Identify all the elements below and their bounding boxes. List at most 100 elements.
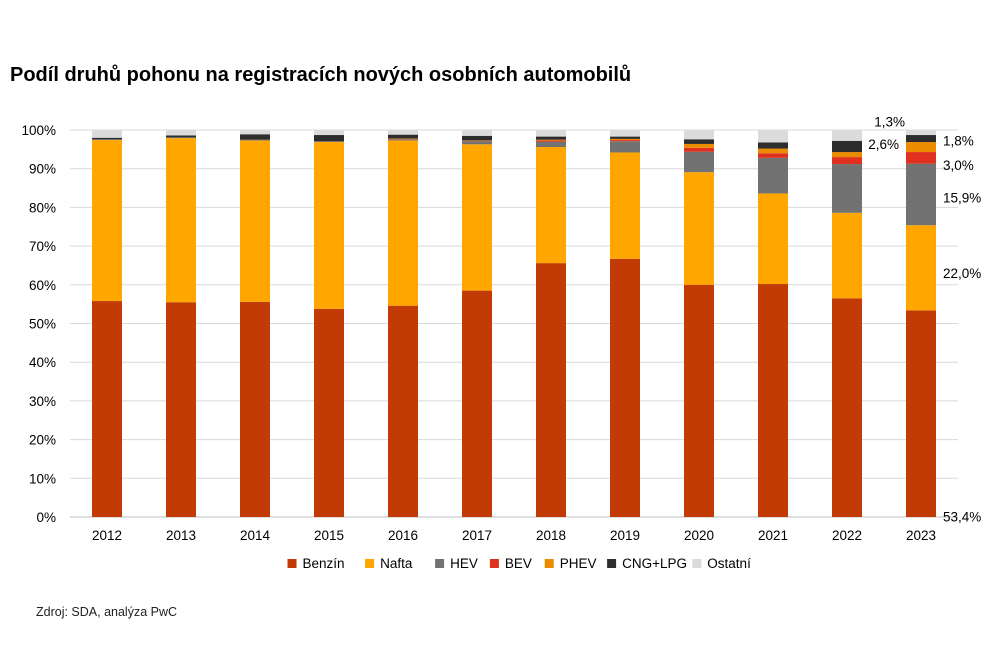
stacked-bar-chart: 0%10%20%30%40%50%60%70%80%90%100% 2012 20… <box>21 115 981 571</box>
bar-segment-ostatn--2016 <box>388 130 418 135</box>
x-tick-label: 2017 <box>462 528 492 543</box>
bar-segment-hev-2023 <box>906 163 936 226</box>
legend-swatch <box>544 559 554 568</box>
y-tick-label: 90% <box>29 162 56 177</box>
legend-label: BEV <box>505 556 532 571</box>
x-tick-label: 2020 <box>684 528 714 543</box>
bar-segment-bev-2020 <box>684 147 714 152</box>
y-tick-label: 30% <box>29 394 56 409</box>
data-label: 1,8% <box>943 134 974 149</box>
bar-segment-nafta-2017 <box>462 144 492 291</box>
bar-segment-bev-2022 <box>832 157 862 165</box>
bar-segment-ostatn--2022 <box>832 130 862 141</box>
bar-segment-nafta-2020 <box>684 172 714 285</box>
bar-segment-cng-lpg-2012 <box>92 137 122 140</box>
bar-segment-cng-lpg-2022 <box>832 140 862 153</box>
bar-segment-benz-n-2017 <box>462 290 492 517</box>
bar-segment-nafta-2021 <box>758 193 788 285</box>
bar-segment-cng-lpg-2013 <box>166 135 196 138</box>
bar-segment-ostatn--2015 <box>314 130 344 136</box>
bar-segment-nafta-2019 <box>610 152 640 259</box>
bar-segment-hev-2014 <box>240 139 270 141</box>
bar-segment-cng-lpg-2016 <box>388 134 418 139</box>
bar-segment-nafta-2018 <box>536 147 566 264</box>
x-tick-label: 2014 <box>240 528 271 543</box>
bar-segment-cng-lpg-2014 <box>240 134 270 140</box>
legend-swatch <box>607 559 617 568</box>
bar-segment-bev-2023 <box>906 152 936 164</box>
bar-segment-phev-2023 <box>906 141 936 153</box>
bar-segment-benz-n-2015 <box>314 308 344 517</box>
data-label: 53,4% <box>943 510 981 525</box>
bar-segment-phev-2020 <box>684 143 714 148</box>
x-tick-label: 2018 <box>536 528 566 543</box>
bar-segment-ostatn--2021 <box>758 130 788 143</box>
x-tick-label: 2015 <box>314 528 344 543</box>
legend-label: HEV <box>450 556 478 571</box>
bar-segment-benz-n-2021 <box>758 284 788 517</box>
legend-swatch <box>365 559 375 568</box>
y-tick-label: 60% <box>29 278 56 293</box>
bars <box>92 130 936 517</box>
bar-segment-cng-lpg-2017 <box>462 135 492 141</box>
bar-segment-benz-n-2022 <box>832 298 862 517</box>
bar-segment-hev-2017 <box>462 141 492 145</box>
bar-segment-cng-lpg-2020 <box>684 139 714 144</box>
bar-segment-hev-2013 <box>166 137 196 139</box>
bar-segment-phev-2018 <box>536 139 566 141</box>
bar-segment-ostatn--2013 <box>166 130 196 136</box>
bar-segment-ostatn--2017 <box>462 130 492 136</box>
x-tick-label: 2019 <box>610 528 640 543</box>
chart-title: Podíl druhů pohonu na registracích novýc… <box>10 64 632 86</box>
bar-segment-ostatn--2023 <box>906 130 936 136</box>
y-tick-label: 20% <box>29 433 56 448</box>
x-axis: 2012 2013 2014 2015 2016 2017 2018 2019 2020 2021… <box>92 528 936 543</box>
bar-segment-phev-2019 <box>610 138 640 141</box>
bar-segment-cng-lpg-2023 <box>906 135 936 142</box>
bar-segment-bev-2018 <box>536 140 566 142</box>
y-tick-label: 0% <box>36 510 56 525</box>
legend-swatch <box>489 559 499 568</box>
bar-segment-ostatn--2018 <box>536 130 566 137</box>
bar-segment-hev-2015 <box>314 141 344 142</box>
bar-segment-cng-lpg-2015 <box>314 135 344 142</box>
x-tick-label: 2022 <box>832 528 862 543</box>
bar-segment-nafta-2023 <box>906 225 936 311</box>
bar-segment-bev-2019 <box>610 140 640 142</box>
legend-swatch <box>692 559 702 568</box>
x-tick-label: 2021 <box>758 528 788 543</box>
bar-segment-hev-2012 <box>92 139 122 141</box>
bar-segment-benz-n-2018 <box>536 263 566 517</box>
legend-label: Nafta <box>380 556 413 571</box>
bar-segment-nafta-2016 <box>388 140 418 306</box>
bar-segment-hev-2021 <box>758 157 788 194</box>
x-tick-label: 2023 <box>906 528 936 543</box>
bar-segment-cng-lpg-2019 <box>610 136 640 139</box>
y-tick-label: 50% <box>29 317 56 332</box>
bar-segment-hev-2020 <box>684 151 714 173</box>
data-label: 22,0% <box>943 266 981 281</box>
y-tick-label: 10% <box>29 471 56 486</box>
bar-segment-ostatn--2020 <box>684 130 714 140</box>
legend: Benzín Nafta HEV BEV PHEV CNG+LPG Ostatní <box>287 556 751 571</box>
bar-segment-phev-2021 <box>758 148 788 154</box>
bar-segment-phev-2022 <box>832 152 862 158</box>
legend-swatch <box>287 559 297 568</box>
bar-segment-benz-n-2014 <box>240 301 270 517</box>
bar-segment-ostatn--2014 <box>240 130 270 135</box>
bar-segment-nafta-2015 <box>314 141 344 309</box>
legend-label: PHEV <box>560 556 597 571</box>
bar-segment-nafta-2022 <box>832 212 862 299</box>
data-label: 3,0% <box>943 158 974 173</box>
bar-segment-ostatn--2012 <box>92 130 122 138</box>
data-label: 1,3% <box>874 115 905 130</box>
x-tick-label: 2012 <box>92 528 122 543</box>
x-tick-label: 2016 <box>388 528 418 543</box>
bar-segment-cng-lpg-2018 <box>536 136 566 140</box>
legend-label: Ostatní <box>707 556 751 571</box>
data-label: 2,6% <box>868 137 899 152</box>
bar-segment-benz-n-2016 <box>388 305 418 517</box>
bar-segment-benz-n-2012 <box>92 301 122 517</box>
y-axis: 0% 10% 20% 30% 40% 50% 60% 70% 80% 90% 100% <box>21 123 56 525</box>
bar-segment-bev-2021 <box>758 153 788 158</box>
